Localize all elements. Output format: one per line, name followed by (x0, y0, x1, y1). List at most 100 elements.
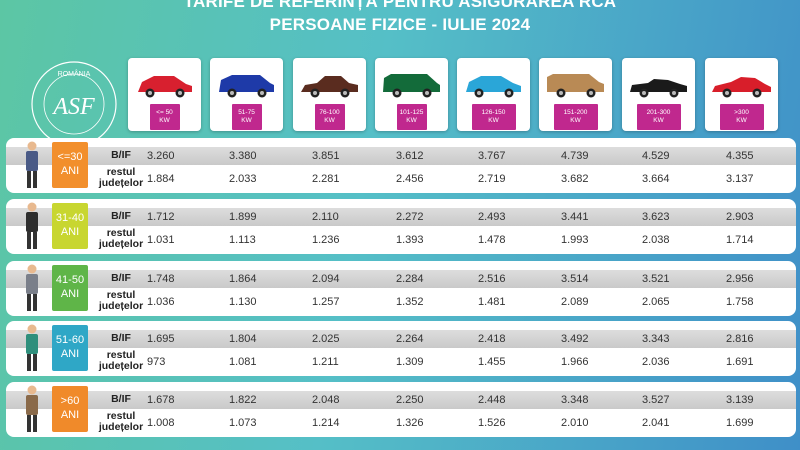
wagon-icon (547, 74, 604, 98)
bif-value: 3.521 (642, 273, 670, 285)
rest-value: 1.699 (726, 417, 754, 429)
bif-value: 3.343 (642, 333, 670, 345)
convertible-icon (630, 79, 687, 98)
rest-value: 2.041 (642, 417, 670, 429)
minivan-icon (383, 74, 440, 98)
hatchback-icon (138, 76, 192, 98)
power-range-tag: 51-75 KW (231, 104, 262, 130)
rest-value: 1.884 (147, 173, 175, 185)
bif-label: B/IF (111, 272, 131, 284)
bif-value: 2.956 (726, 273, 754, 285)
bif-stripe (6, 391, 796, 409)
person-icon (26, 264, 38, 311)
bif-value: 2.048 (312, 394, 340, 406)
age-label: 41-50 ANI (52, 265, 88, 311)
person-icon (26, 141, 38, 188)
rest-value: 1.455 (478, 356, 506, 368)
rest-value: 1.352 (396, 296, 424, 308)
rest-value: 2.036 (642, 356, 670, 368)
bif-stripe (6, 270, 796, 288)
rest-value: 973 (147, 356, 166, 368)
bif-value: 2.264 (396, 333, 424, 345)
suv-icon (219, 75, 274, 98)
age-label: >60 ANI (52, 386, 88, 432)
person-icon (26, 202, 38, 249)
bif-value: 3.260 (147, 150, 175, 162)
age-group-row: 31-40 ANI B/IF restul județelor 1.712 1.899 2.1… (6, 199, 796, 254)
bif-value: 3.380 (229, 150, 257, 162)
page-subtitle: PERSOANE FIZICE - IULIE 2024 (269, 15, 531, 34)
bif-label: B/IF (111, 393, 131, 405)
bif-value: 3.514 (561, 273, 589, 285)
rest-value: 1.236 (312, 234, 340, 246)
age-group-row: <=30 ANI B/IF restul județelor 3.260 3.380 3.85… (6, 138, 796, 193)
bif-value: 1.748 (147, 273, 175, 285)
bif-value: 2.110 (312, 211, 339, 223)
bif-value: 1.712 (147, 211, 175, 223)
rest-label: restul județelor (98, 166, 144, 189)
rest-value: 3.682 (561, 173, 589, 185)
bif-value: 2.250 (396, 394, 424, 406)
car-card-1 (210, 58, 283, 131)
asf-logo: ROMÂNIA ASF (28, 58, 120, 150)
power-range-tag: 126-150 KW (471, 104, 516, 130)
bif-value: 3.767 (478, 150, 506, 162)
rest-value: 2.038 (642, 234, 670, 246)
bif-value: 3.623 (642, 211, 670, 223)
page-title: TARIFE DE REFERINȚĂ PENTRU ASIGURAREA RC… (183, 0, 617, 11)
rest-value: 1.081 (229, 356, 257, 368)
bif-value: 1.678 (147, 394, 175, 406)
rest-value: 1.481 (478, 296, 506, 308)
rest-value: 1.036 (147, 296, 175, 308)
bif-value: 2.025 (312, 333, 340, 345)
bif-value: 4.355 (726, 150, 754, 162)
bif-value: 1.695 (147, 333, 175, 345)
sportscar-icon (712, 77, 771, 98)
age-label: 31-40 ANI (52, 203, 88, 249)
bif-value: 1.899 (229, 211, 257, 223)
rest-value: 2.281 (312, 173, 340, 185)
bif-value: 1.804 (229, 333, 257, 345)
power-range-tag: 76-100 KW (314, 104, 345, 130)
sedan-icon (301, 76, 358, 98)
person-icon (26, 385, 38, 432)
rest-value: 2.456 (396, 173, 424, 185)
bif-value: 3.441 (561, 211, 589, 223)
rest-value: 1.526 (478, 417, 506, 429)
rest-value: 3.664 (642, 173, 670, 185)
bif-value: 3.612 (396, 150, 424, 162)
bif-value: 2.094 (312, 273, 340, 285)
rest-value: 1.113 (229, 234, 256, 246)
person-icon (26, 324, 38, 371)
rest-value: 1.257 (312, 296, 340, 308)
age-group-row: 41-50 ANI B/IF restul județelor 1.748 1.864 2.0… (6, 261, 796, 316)
power-range-tag: <= 50 KW (149, 104, 180, 130)
bif-label: B/IF (111, 332, 131, 344)
rest-value: 1.073 (229, 417, 257, 429)
bif-stripe (6, 147, 796, 165)
bif-value: 2.272 (396, 211, 424, 223)
rest-value: 1.993 (561, 234, 589, 246)
age-group-row: 51-60 ANI B/IF restul județelor 1.695 1.804 2.0… (6, 321, 796, 376)
rest-label: restul județelor (98, 227, 144, 250)
compact-icon (466, 76, 521, 98)
rest-value: 1.309 (396, 356, 424, 368)
bif-stripe (6, 208, 796, 226)
svg-text:ASF: ASF (51, 94, 95, 120)
rest-value: 1.031 (147, 234, 175, 246)
bif-value: 2.516 (478, 273, 506, 285)
rest-value: 1.214 (312, 417, 340, 429)
rest-value: 1.478 (478, 234, 506, 246)
bif-value: 4.529 (642, 150, 670, 162)
rest-value: 1.691 (726, 356, 754, 368)
age-group-row: >60 ANI B/IF restul județelor 1.678 1.822 2.048… (6, 382, 796, 437)
bif-label: B/IF (111, 149, 131, 161)
rest-value: 1.326 (396, 417, 424, 429)
power-range-tag: 151-200 KW (553, 104, 598, 130)
rest-value: 3.137 (726, 173, 754, 185)
age-label: 51-60 ANI (52, 325, 88, 371)
bif-value: 3.851 (312, 150, 340, 162)
power-range-tag: >300 KW (719, 104, 764, 130)
rest-value: 1.211 (312, 356, 339, 368)
bif-value: 2.903 (726, 211, 754, 223)
